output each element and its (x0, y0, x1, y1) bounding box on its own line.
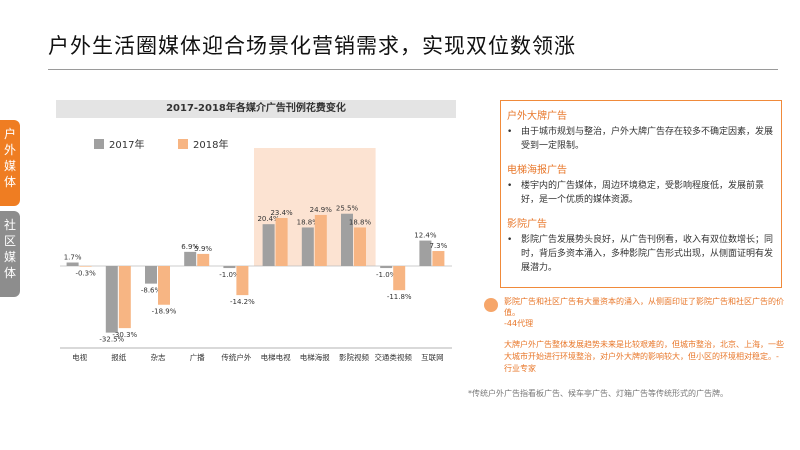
category-label: 报纸 (111, 352, 126, 362)
bullet-icon: • (507, 235, 513, 245)
data-label-2018: -30.3% (112, 331, 137, 339)
bar-2018 (314, 214, 327, 266)
data-label-2018: 5.9% (194, 245, 212, 253)
side-tab-char: 体 (3, 266, 16, 280)
side-tab-char: 媒 (3, 159, 16, 173)
footnote: *传统户外广告指看板广告、候车亭广告、灯箱广告等传统形式的广告牌。 (468, 389, 728, 398)
data-label-2017: 6.9% (181, 243, 199, 251)
note-text-1: 影院广告和社区广告有大量资本的涌入，从侧面印证了影院广告和社区广告的价值。 (504, 297, 784, 317)
bar-2017 (301, 227, 314, 266)
side-tab-outdoor-media[interactable]: 户 外 媒 体 (0, 120, 20, 206)
bar-2017 (145, 266, 157, 284)
bar-2017 (419, 240, 432, 266)
bar-2018 (393, 266, 406, 291)
data-label-2017: -1.0% (219, 271, 240, 279)
category-label: 广播 (190, 352, 205, 362)
bar-2017 (105, 266, 118, 333)
section-item-billboard: • 由于城市规划与整治，户外大牌广告存在较多不确定因素，发展受到一定限制。 (507, 125, 773, 153)
section-text-cinema: 影院广告发展势头良好，从广告刊例看，收入有双位数增长；同时，背后多资本涌入，多种… (521, 235, 774, 273)
bar-2017 (66, 262, 79, 266)
bar-2018 (275, 218, 288, 266)
bar-chart: 2017-2018年各媒介广告刊例花费变化 2017年 2018年 1.7% -0.3… (56, 100, 456, 380)
chart-svg: 2017年 2018年 1.7% -0.3% 电视 -32.5%-30.3% 报纸 -8.6%… (60, 138, 452, 362)
page-title: 户外生活圈媒体迎合场景化营销需求，实现双位数领涨 (48, 34, 576, 58)
title-divider (48, 69, 778, 70)
data-label-2017: 20.4% (257, 215, 280, 223)
bullet-icon: • (507, 127, 513, 137)
category-label: 交通类视频 (374, 352, 412, 362)
note-source-1: -44代理 (504, 319, 534, 328)
bar-2018 (432, 251, 445, 266)
bar-2017 (184, 251, 197, 266)
side-tab-char: 外 (3, 143, 16, 157)
category-label: 电梯海报 (300, 352, 330, 362)
section-title-billboard: 户外大牌广告 (507, 111, 567, 122)
section-title-elevator: 电梯海报广告 (507, 165, 567, 176)
data-label-2018: 18.8% (349, 218, 372, 226)
data-label-2018: -14.2% (230, 298, 255, 306)
category-label: 互联网 (421, 353, 444, 362)
bar-2018 (79, 266, 92, 267)
insight-panel: 户外大牌广告 • 由于城市规划与整治，户外大牌广告存在较多不确定因素，发展受到一… (500, 100, 782, 288)
legend-label-2018: 2018年 (193, 138, 228, 151)
side-tab-char: 媒 (3, 250, 16, 264)
bar-2018 (197, 253, 210, 266)
bar-2017 (262, 224, 275, 266)
legend-swatch-2018 (178, 139, 188, 149)
note-text-2: 大牌户外广告整体发展趋势未来是比较艰难的，但城市整治，北京、上海，一些大城市开始… (504, 340, 784, 373)
section-item-cinema: • 影院广告发展势头良好，从广告刊例看，收入有双位数增长；同时，背后多资本涌入，… (507, 233, 773, 275)
data-label-2017: 25.5% (336, 205, 359, 213)
bar-2018 (118, 266, 131, 329)
lightbulb-icon (484, 298, 498, 312)
data-label-2017: -8.6% (141, 287, 162, 295)
data-label-2018: -0.3% (75, 270, 96, 278)
section-text-elevator: 楼宇内的广告媒体，周边环境稳定，受影响程度低，发展前景好，是一个优质的媒体资源。 (521, 181, 765, 205)
legend-swatch-2017 (94, 139, 104, 149)
notes-block: 影院广告和社区广告有大量资本的涌入，从侧面印证了影院广告和社区广告的价值。 -4… (484, 296, 784, 375)
data-label-2017: 1.7% (64, 254, 82, 262)
category-label: 杂志 (151, 352, 166, 362)
section-text-billboard: 由于城市规划与整治，户外大牌广告存在较多不确定因素，发展受到一定限制。 (521, 127, 774, 151)
bar-2017 (341, 213, 353, 266)
bullet-icon: • (507, 181, 513, 191)
data-label-2017: -32.5% (99, 336, 124, 344)
section-title-cinema: 影院广告 (507, 219, 547, 230)
side-tab-char: 户 (3, 127, 16, 141)
legend-label-2017: 2017年 (109, 138, 144, 151)
data-label-2018: 23.4% (270, 209, 293, 217)
data-label-2018: 24.9% (310, 206, 333, 214)
section-item-elevator: • 楼宇内的广告媒体，周边环境稳定，受影响程度低，发展前景好，是一个优质的媒体资… (507, 179, 773, 207)
category-label: 电视 (72, 352, 87, 362)
data-label-2017: 12.4% (414, 232, 437, 240)
side-tab-char: 社 (3, 218, 16, 232)
category-label: 影院视频 (339, 352, 369, 362)
category-label: 传统户外 (221, 352, 251, 362)
bar-2018 (354, 227, 366, 266)
side-tab-community-media[interactable]: 社 区 媒 体 (0, 211, 20, 297)
category-label: 电梯电视 (261, 352, 291, 362)
side-tab-char: 体 (3, 175, 16, 189)
side-tab-char: 区 (3, 234, 16, 248)
bar-2017 (223, 266, 236, 269)
data-label-2018: 7.3% (430, 242, 448, 250)
data-label-2017: 18.8% (297, 218, 320, 226)
data-label-2018: -18.9% (152, 308, 177, 316)
bar-2018 (236, 266, 249, 296)
bar-2017 (380, 266, 393, 269)
chart-title: 2017-2018年各媒介广告刊例花费变化 (56, 100, 456, 118)
data-label-2017: -1.0% (376, 271, 397, 279)
data-label-2018: -11.8% (387, 293, 412, 301)
bar-2018 (158, 266, 170, 305)
